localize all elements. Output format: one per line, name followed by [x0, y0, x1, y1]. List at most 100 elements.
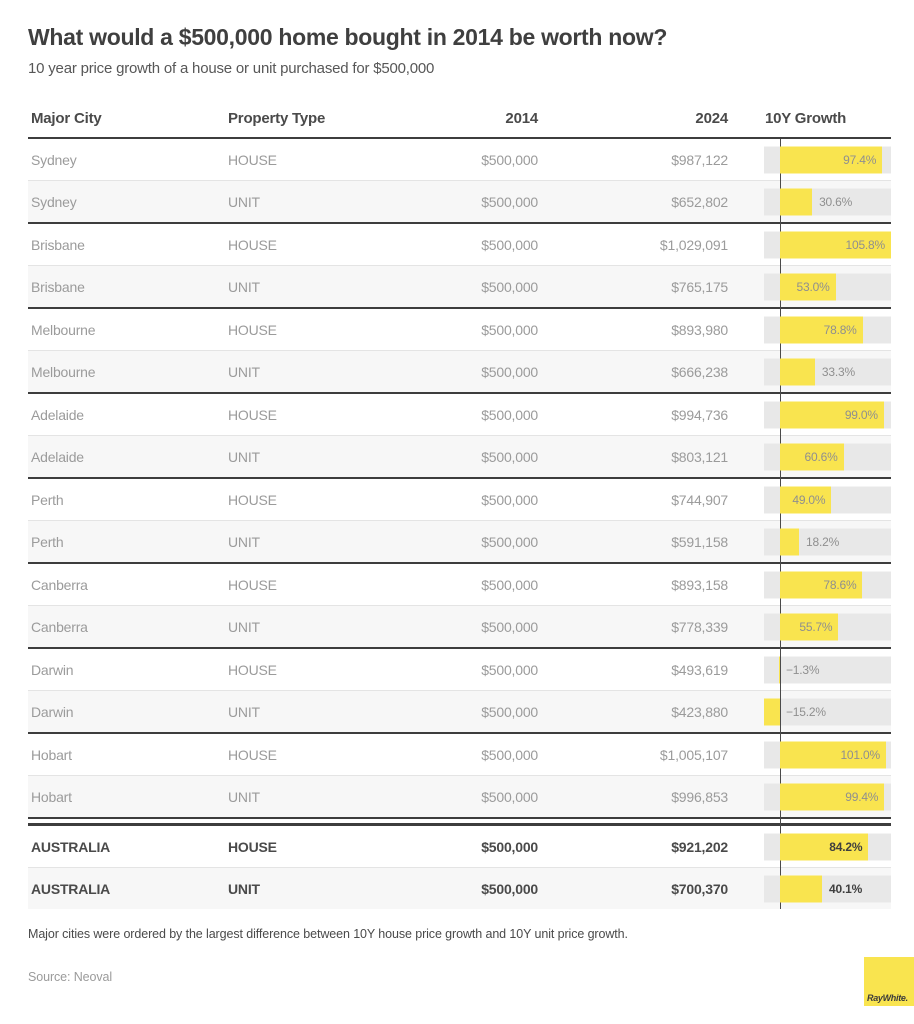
cell-property-type: HOUSE	[228, 576, 277, 593]
cell-property-type: HOUSE	[228, 746, 277, 763]
growth-bar	[779, 146, 883, 173]
cell-2024-value: $493,619	[671, 661, 728, 678]
growth-bar-cell: 99.4%	[764, 776, 891, 817]
growth-bar-cell: 53.0%	[764, 266, 891, 307]
growth-value-label: 33.3%	[821, 364, 855, 379]
growth-bar-cell: 40.1%	[764, 868, 891, 909]
cell-2024-value: $921,202	[671, 838, 728, 855]
table-row: Hobart HOUSE $500,000 $1,005,107 101.0%	[28, 732, 891, 775]
cell-major-city: Hobart	[31, 746, 72, 763]
growth-value-label: 84.2%	[829, 839, 863, 854]
cell-property-type: HOUSE	[228, 321, 277, 338]
cell-property-type: UNIT	[228, 278, 260, 295]
page-subtitle: 10 year price growth of a house or unit …	[28, 60, 435, 77]
growth-bar	[779, 741, 886, 768]
cell-major-city: Brisbane	[31, 236, 85, 253]
growth-value-label: −15.2%	[785, 704, 826, 719]
cell-2014-value: $500,000	[481, 321, 538, 338]
table-row: Brisbane HOUSE $500,000 $1,029,091 105.8%	[28, 222, 891, 265]
table-row: Darwin UNIT $500,000 $423,880 −15.2%	[28, 690, 891, 732]
table-row: Perth HOUSE $500,000 $744,907 49.0%	[28, 477, 891, 520]
raywhite-logo: RayWhite.	[864, 957, 914, 1006]
growth-bar	[779, 316, 863, 343]
growth-value-label: 99.4%	[845, 789, 879, 804]
table-row: AUSTRALIA UNIT $500,000 $700,370 40.1%	[28, 867, 891, 909]
growth-value-label: 101.0%	[840, 747, 880, 762]
cell-2014-value: $500,000	[481, 746, 538, 763]
cell-property-type: UNIT	[228, 880, 260, 897]
growth-bar-cell: 33.3%	[764, 351, 891, 392]
source-credit: Source: Neoval	[28, 970, 113, 984]
column-header-major-city: Major City	[31, 109, 102, 127]
cell-2014-value: $500,000	[481, 406, 538, 423]
growth-value-label: 97.4%	[843, 152, 877, 167]
cell-property-type: UNIT	[228, 618, 260, 635]
table-body: Sydney HOUSE $500,000 $987,122 97.4% Sydney UN…	[28, 139, 891, 909]
cell-property-type: HOUSE	[228, 236, 277, 253]
cell-2024-value: $666,238	[671, 363, 728, 380]
growth-value-label: 18.2%	[806, 534, 840, 549]
cell-2014-value: $500,000	[481, 838, 538, 855]
cell-2014-value: $500,000	[481, 703, 538, 720]
cell-property-type: UNIT	[228, 788, 260, 805]
growth-bar	[764, 698, 780, 725]
table-row: Adelaide HOUSE $500,000 $994,736 99.0%	[28, 392, 891, 435]
growth-bar-cell: 60.6%	[764, 436, 891, 477]
cell-major-city: Darwin	[31, 703, 74, 720]
growth-bar	[779, 358, 815, 385]
growth-value-label: 55.7%	[799, 619, 833, 634]
cell-property-type: HOUSE	[228, 661, 277, 678]
cell-major-city: Brisbane	[31, 278, 85, 295]
cell-property-type: UNIT	[228, 448, 260, 465]
growth-bar-cell: 49.0%	[764, 479, 891, 520]
growth-bar-cell: 78.8%	[764, 309, 891, 350]
growth-bar	[779, 443, 844, 470]
growth-bar-track	[764, 698, 891, 725]
cell-major-city: Sydney	[31, 151, 77, 168]
table-row: Brisbane UNIT $500,000 $765,175 53.0%	[28, 265, 891, 307]
growth-bar-cell: 97.4%	[764, 139, 891, 180]
cell-major-city: AUSTRALIA	[31, 838, 111, 855]
table-row: Perth UNIT $500,000 $591,158 18.2%	[28, 520, 891, 562]
cell-property-type: HOUSE	[228, 491, 277, 508]
growth-bar-cell: 55.7%	[764, 606, 891, 647]
cell-major-city: Canberra	[31, 618, 88, 635]
cell-property-type: HOUSE	[228, 151, 277, 168]
zero-axis-line	[780, 139, 781, 909]
table-row: Canberra UNIT $500,000 $778,339 55.7%	[28, 605, 891, 647]
column-header-10y-growth: 10Y Growth	[765, 109, 847, 127]
growth-bar	[779, 783, 885, 810]
growth-bar	[779, 571, 863, 598]
growth-bar	[779, 401, 884, 428]
growth-table: Major City Property Type 2014 2024 10Y G…	[28, 99, 891, 909]
cell-major-city: Melbourne	[31, 363, 96, 380]
cell-2024-value: $803,121	[671, 448, 728, 465]
cell-property-type: UNIT	[228, 193, 260, 210]
cell-property-type: UNIT	[228, 363, 260, 380]
cell-major-city: Sydney	[31, 193, 77, 210]
growth-bar	[779, 875, 823, 902]
cell-2014-value: $500,000	[481, 448, 538, 465]
cell-2024-value: $1,029,091	[659, 236, 728, 253]
summary-divider	[28, 817, 891, 823]
growth-bar-cell: 105.8%	[764, 224, 891, 265]
growth-bar	[779, 833, 869, 860]
cell-major-city: Melbourne	[31, 321, 96, 338]
cell-2014-value: $500,000	[481, 363, 538, 380]
growth-bar	[779, 613, 839, 640]
cell-2014-value: $500,000	[481, 618, 538, 635]
cell-property-type: HOUSE	[228, 406, 277, 423]
growth-bar-cell: 99.0%	[764, 394, 891, 435]
growth-bar-cell: 84.2%	[764, 826, 891, 867]
table-header-row: Major City Property Type 2014 2024 10Y G…	[28, 99, 891, 139]
growth-value-label: 78.6%	[823, 577, 857, 592]
growth-bar-track	[764, 656, 891, 683]
table-row: Hobart UNIT $500,000 $996,853 99.4%	[28, 775, 891, 817]
growth-value-label: 49.0%	[792, 492, 826, 507]
cell-2014-value: $500,000	[481, 151, 538, 168]
growth-bar-cell: −1.3%	[764, 649, 891, 690]
cell-2024-value: $765,175	[671, 278, 728, 295]
cell-2024-value: $591,158	[671, 533, 728, 550]
cell-major-city: Perth	[31, 491, 64, 508]
cell-2024-value: $893,980	[671, 321, 728, 338]
